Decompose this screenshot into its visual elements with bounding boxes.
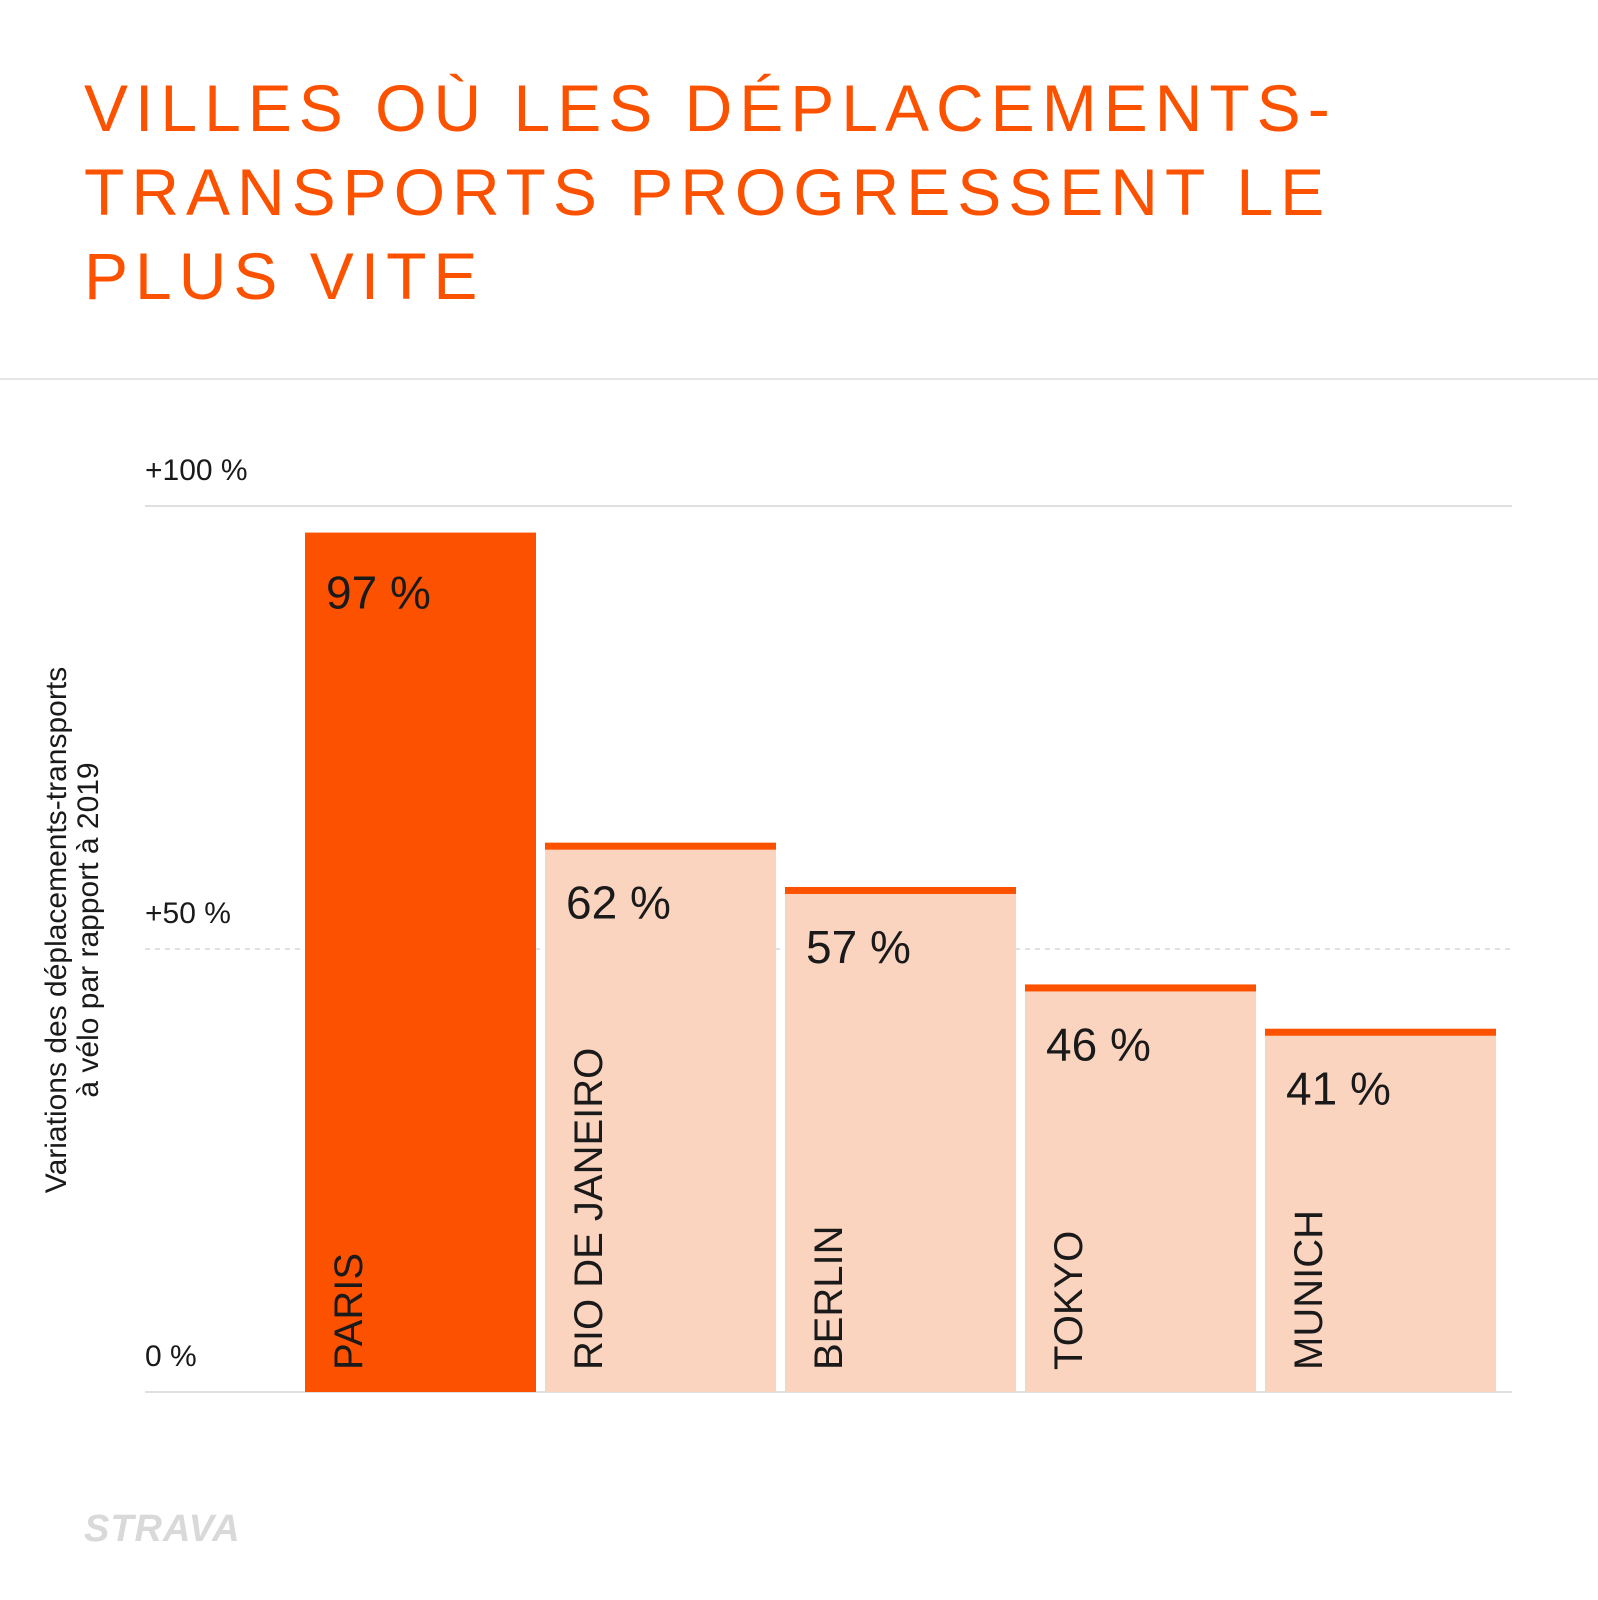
bar	[1265, 1028, 1496, 1392]
bars: 97 % PARIS 62 % RIO DE JANEIRO 57 % BERLIN 46 …	[305, 532, 1496, 1392]
y-tick-label: 0 %	[145, 1340, 197, 1373]
category-label: MUNICH	[1287, 1210, 1331, 1370]
data-label: 62 %	[566, 877, 671, 929]
y-tick-label: +50 %	[145, 897, 231, 930]
strava-logo: STRAVA	[84, 1508, 241, 1550]
bar-top-line	[785, 886, 1016, 894]
category-label: BERLIN	[807, 1226, 851, 1371]
chart-title: VILLES OÙ LES DÉPLACEMENTS- TRANSPORTS P…	[84, 66, 1384, 318]
y-axis-label-line-2: à vélo par rapport à 2019	[72, 762, 105, 1097]
title-divider	[0, 378, 1598, 380]
title-line-1: VILLES OÙ LES DÉPLACEMENTS-	[84, 71, 1337, 145]
bar	[1025, 984, 1256, 1392]
bar-group-tokyo: 46 % TOKYO	[1025, 984, 1256, 1392]
y-axis-label-line-1: Variations des déplacements-transports	[40, 667, 73, 1193]
bar-group-rio-de-janeiro: 62 % RIO DE JANEIRO	[545, 842, 776, 1392]
data-label: 41 %	[1286, 1063, 1391, 1115]
bar-group-berlin: 57 % BERLIN	[785, 886, 1016, 1392]
data-label: 46 %	[1046, 1018, 1151, 1070]
data-label: 57 %	[806, 921, 911, 973]
y-tick-label: +100 %	[145, 454, 248, 487]
category-label: RIO DE JANEIRO	[567, 1048, 611, 1370]
title-line-2: TRANSPORTS PROGRESSENT LE	[84, 155, 1332, 229]
bar-top-line	[1265, 1028, 1496, 1036]
y-axis-label: Variations des déplacements-transports à…	[40, 667, 105, 1193]
bar	[545, 842, 776, 1392]
bar-group-munich: 41 % MUNICH	[1265, 1028, 1496, 1392]
data-label: 97 %	[326, 567, 431, 619]
bar	[305, 532, 536, 1392]
bar-top-line	[1025, 984, 1256, 992]
bar	[785, 886, 1016, 1392]
bar-group-paris: 97 % PARIS	[305, 532, 536, 1392]
y-tick-labels: 0 % +50 % +100 %	[145, 454, 248, 1373]
category-label: TOKYO	[1047, 1231, 1091, 1370]
bar-top-line	[545, 842, 776, 850]
title-line-3: PLUS VITE	[84, 239, 485, 313]
category-label: PARIS	[327, 1253, 371, 1370]
